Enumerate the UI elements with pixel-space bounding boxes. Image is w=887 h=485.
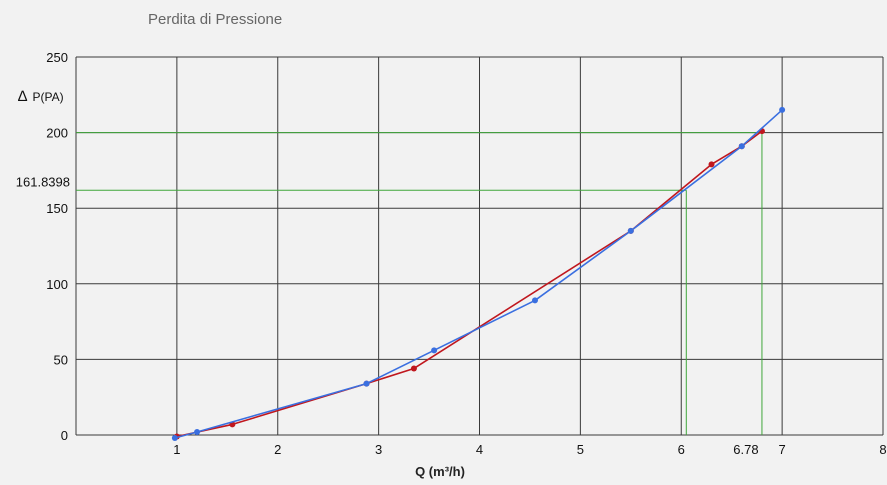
delta-symbol: ∆: [18, 88, 28, 105]
y-tick-label: 200: [46, 126, 68, 141]
chart-title: Perdita di Pressione: [148, 11, 282, 28]
series-2-point: [738, 143, 745, 150]
y-tick-label: 100: [46, 277, 68, 292]
y-tick-label: 250: [46, 50, 68, 65]
reference-x-label: 6.78: [733, 442, 758, 457]
series-1-point: [708, 161, 715, 168]
y-axis-label-text: P(PA): [33, 90, 64, 104]
series-2-point: [431, 347, 438, 354]
series-2-point: [531, 297, 538, 304]
y-tick-label: 150: [46, 201, 68, 216]
series-2-point: [363, 380, 370, 387]
tick-labels: 1 2 3 4 5 6 7 8 0 50 100 150 200 250: [46, 50, 886, 457]
series-2-point: [779, 106, 786, 113]
series-2-point: [171, 435, 178, 442]
x-tick-label: 8: [879, 442, 886, 457]
reference-y-label: 161.8398: [16, 174, 70, 189]
x-tick-label: 3: [375, 442, 382, 457]
series-2-point: [627, 227, 634, 234]
x-axis-label: Q (m³/h): [415, 464, 465, 479]
x-tick-label: 4: [476, 442, 483, 457]
x-tick-label: 7: [779, 442, 786, 457]
y-axis-label: ∆ P(PA): [18, 88, 64, 105]
series-2-point: [194, 428, 201, 435]
y-tick-label: 0: [61, 428, 68, 443]
series-lines: [171, 106, 786, 442]
x-tick-label: 1: [173, 442, 180, 457]
x-tick-label: 5: [577, 442, 584, 457]
x-tick-label: 2: [274, 442, 281, 457]
series-line-2: [174, 109, 783, 439]
series-1-point: [410, 365, 417, 372]
y-tick-label: 50: [54, 352, 68, 367]
reference-lines: 161.8398 6.78: [16, 132, 763, 457]
x-tick-label: 6: [678, 442, 685, 457]
